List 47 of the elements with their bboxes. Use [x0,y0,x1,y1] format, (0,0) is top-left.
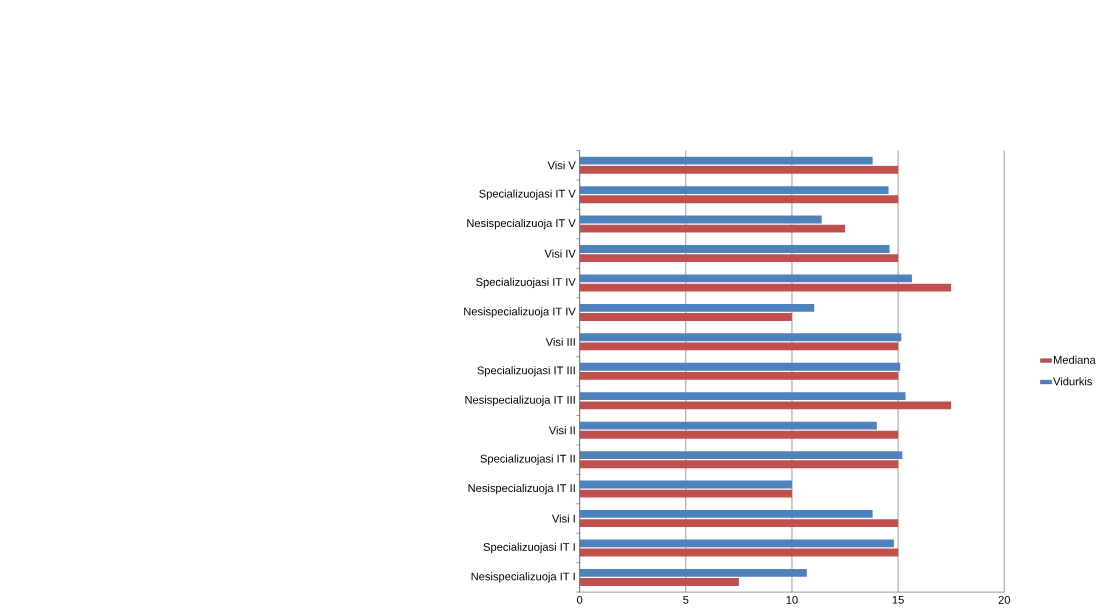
y-tick-label: Specializuojasi IT IV [476,278,576,289]
bar [579,156,873,165]
y-tick-label: Visi III [545,338,575,347]
y-tick-label: Nesispecializuoja IT IV [464,307,576,318]
y-tick-label: Specializuojasi IT I [483,543,575,554]
bar [579,519,899,528]
bar [579,274,912,283]
y-tick-label: Visi V [547,161,576,170]
y-tick-label: Nesispecializuoja IT V [467,219,576,230]
bar [579,186,889,195]
bar [579,578,739,587]
bar [579,392,906,401]
bar [579,166,899,174]
y-tick-label: Specializuojasi IT II [480,454,575,466]
bar [579,224,846,233]
bar [579,245,890,254]
y-tick-label: Specializuojasi IT III [477,366,575,377]
bar [579,421,877,430]
y-tick-label: Nesispecializuoja IT II [468,484,575,495]
y-tick-label: Specializuojasi IT V [479,189,576,201]
x-tick-label: 15 [892,596,904,604]
x-tick-label: 0 [576,596,583,605]
bar [579,431,899,439]
bar [579,372,899,381]
legend-label: Vidurkis [1053,377,1093,386]
bar [579,451,903,460]
bar [579,460,899,469]
legend-label: Mediana [1053,355,1096,365]
bar [579,569,807,577]
bar [579,363,901,371]
x-tick-label: 20 [998,596,1011,605]
bar [579,489,792,498]
y-tick-label: Visi IV [544,249,576,258]
y-tick-label: Nesispecializuoja IT I [471,572,575,583]
bar [579,333,902,342]
y-tick-label: Nesispecializuoja IT III [465,395,575,407]
bar [579,539,894,548]
x-tick-label: 10 [786,596,798,605]
bar [579,313,792,322]
x-tick-label: 5 [683,596,689,604]
y-tick-label: Visi II [548,426,575,435]
bar [579,254,899,263]
bar [579,510,873,519]
y-tick-label: Visi I [551,514,575,523]
bar [579,304,815,312]
bar [579,195,899,204]
bar [579,401,952,410]
